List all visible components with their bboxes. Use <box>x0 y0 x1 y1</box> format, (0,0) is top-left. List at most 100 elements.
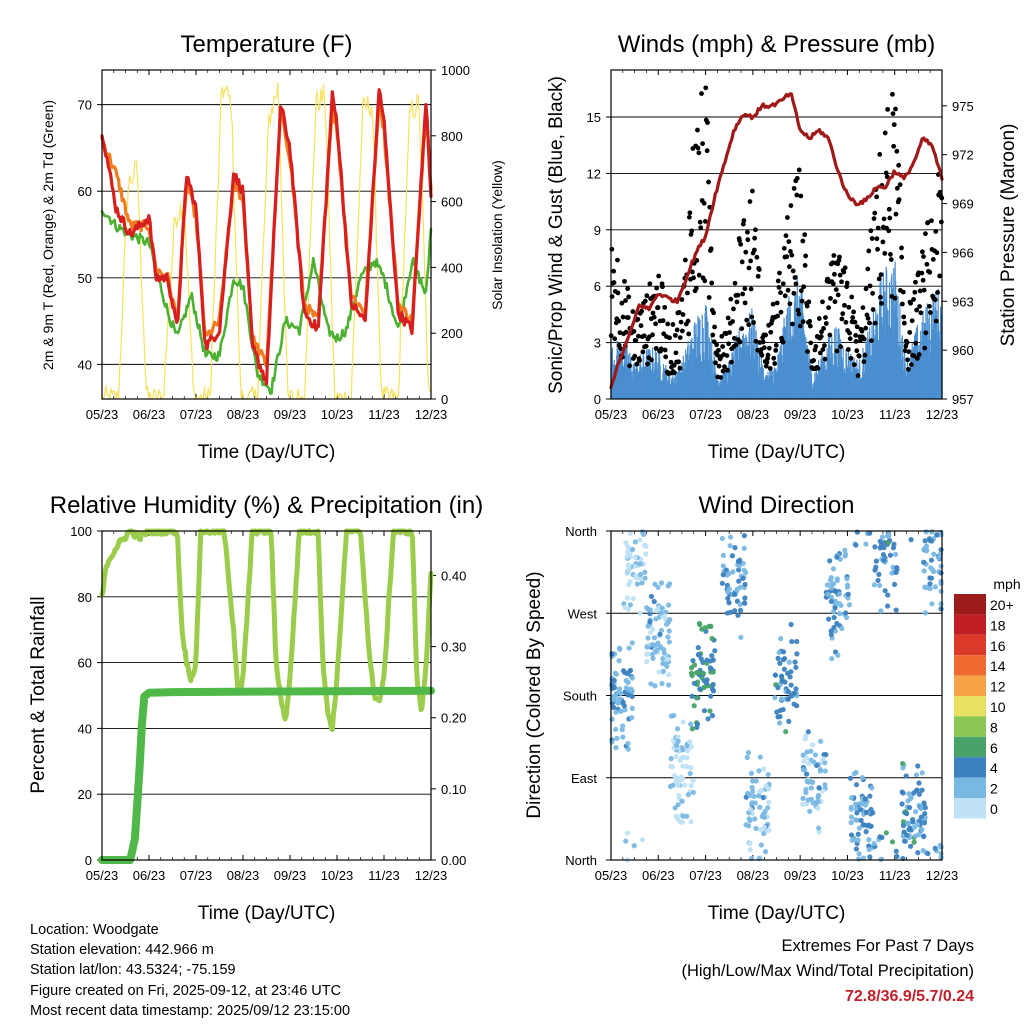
direction-point <box>642 542 648 548</box>
gust-point <box>706 295 712 300</box>
direction-point <box>817 768 824 774</box>
gust-point <box>725 367 730 373</box>
direction-point <box>626 567 632 573</box>
gust-point <box>776 285 782 290</box>
gust-point <box>768 329 774 335</box>
gust-point <box>852 319 858 325</box>
plot-border <box>101 530 432 861</box>
direction-point <box>631 843 637 849</box>
gust-point <box>739 326 745 332</box>
direction-point <box>625 740 631 747</box>
direction-point <box>621 703 627 709</box>
direction-point <box>623 685 629 691</box>
direction-point <box>663 660 669 667</box>
colorbar-tick-label: 0 <box>990 801 998 817</box>
y-tick-label: 20 <box>78 787 92 802</box>
direction-point <box>879 534 886 540</box>
gust-point <box>649 357 654 363</box>
gust-point <box>650 310 656 316</box>
direction-point <box>651 635 658 641</box>
direction-point <box>673 753 679 760</box>
direction-point <box>829 655 835 662</box>
direction-point <box>727 543 733 549</box>
gust-point <box>635 333 641 339</box>
y2-tick-label: 0.20 <box>441 711 466 726</box>
direction-point <box>876 571 882 577</box>
direction-point <box>778 636 784 642</box>
gust-point <box>879 301 884 306</box>
direction-point <box>785 670 791 676</box>
direction-point <box>787 674 793 680</box>
direction-point <box>741 545 747 551</box>
chart-title-3: Relative Humidity (%) & Precipitation (i… <box>50 492 483 519</box>
direction-point <box>701 708 708 714</box>
direction-point <box>742 581 748 588</box>
gust-point <box>880 239 886 245</box>
gust-point <box>716 363 722 369</box>
direction-point <box>845 591 851 597</box>
gust-point <box>778 309 784 315</box>
gust-point <box>881 216 887 222</box>
gust-point <box>899 245 904 251</box>
direction-point <box>684 813 690 819</box>
gust-point <box>695 127 700 133</box>
gust-point <box>748 286 754 292</box>
direction-point <box>804 778 810 784</box>
direction-point <box>800 801 806 807</box>
gust-point <box>804 303 810 309</box>
gust-point <box>625 315 631 320</box>
direction-point <box>885 540 891 546</box>
x-axis-label: Time (Day/UTC) <box>198 442 336 463</box>
direction-point <box>705 716 711 722</box>
gust-point <box>905 366 911 372</box>
gust-point <box>660 318 666 324</box>
y-tick-label: 100 <box>70 524 92 539</box>
y2-tick-label: 1000 <box>441 63 470 78</box>
direction-point <box>710 681 716 688</box>
gust-point <box>799 298 805 304</box>
direction-point <box>906 804 913 811</box>
direction-point <box>827 577 834 583</box>
gust-point <box>870 307 876 312</box>
direction-point <box>647 619 653 625</box>
direction-point <box>918 805 924 811</box>
gust-point <box>656 273 662 279</box>
direction-point <box>800 795 806 801</box>
extremes-box: Extremes For Past 7 Days (High/Low/Max W… <box>681 934 974 1009</box>
y-tick-label: East <box>571 771 597 786</box>
direction-point <box>916 791 922 797</box>
chart-title-2: Winds (mph) & Pressure (mb) <box>618 31 935 58</box>
direction-point <box>867 793 873 799</box>
x-tick-label: 05/23 <box>595 868 628 883</box>
gust-point <box>853 332 859 338</box>
gust-point <box>676 359 681 365</box>
direction-point <box>666 639 672 645</box>
direction-point <box>629 715 635 721</box>
direction-point <box>688 765 694 771</box>
gust-point <box>875 246 880 252</box>
gust-point <box>834 348 840 354</box>
x-tick-label: 12/23 <box>415 868 448 883</box>
x-tick-label: 07/23 <box>689 868 722 883</box>
direction-point <box>837 611 843 617</box>
direction-point <box>673 813 679 819</box>
gust-point <box>718 375 723 380</box>
direction-point <box>803 790 809 796</box>
gust-point <box>872 320 878 326</box>
direction-point <box>938 844 944 850</box>
gust-point <box>894 185 900 191</box>
gust-point <box>742 300 748 306</box>
gust-point <box>894 148 900 154</box>
direction-point <box>643 551 649 557</box>
gust-point <box>761 345 767 351</box>
direction-point <box>744 754 750 761</box>
direction-point <box>745 750 752 756</box>
direction-point <box>907 843 914 849</box>
direction-point <box>761 766 767 772</box>
direction-point <box>612 670 619 676</box>
direction-point <box>885 603 891 609</box>
direction-point <box>903 773 909 779</box>
gust-point <box>847 330 852 336</box>
gust-point <box>773 347 779 353</box>
y2-tick-label: 0 <box>441 392 448 407</box>
